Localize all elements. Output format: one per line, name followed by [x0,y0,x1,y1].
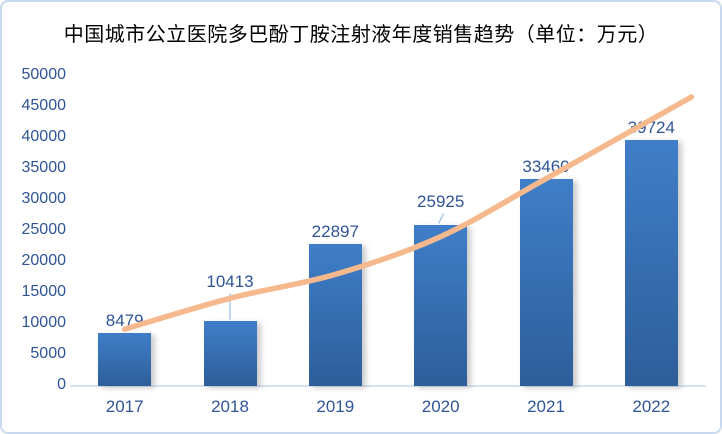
bar-2017[interactable] [98,333,152,386]
x-axis-label-2017: 2017 [105,397,144,416]
data-label-2019: 22897 [311,222,359,241]
y-axis-tick-label: 25000 [21,221,67,238]
x-axis-line [70,385,706,387]
y-axis-tick-label: 45000 [21,97,67,114]
label-leader-line [437,212,445,224]
y-axis-tick-label: 40000 [21,128,67,145]
bar-2022[interactable] [624,139,678,386]
data-label-2018: 10413 [206,272,254,292]
x-axis-label-2022: 2022 [632,397,671,416]
y-axis-tick-label: 35000 [21,159,67,176]
y-axis-tick-label: 30000 [21,190,67,207]
y-axis-tick-label: 0 [57,376,66,393]
x-axis-label-2018: 2018 [211,397,249,416]
y-axis-tick-label: 15000 [21,283,67,300]
bar-2020[interactable] [414,225,468,386]
bar-2018[interactable] [203,321,257,386]
data-label-2021: 33460 [522,156,570,176]
data-label-2020: 25925 [417,192,465,212]
y-axis-tick-label: 20000 [21,252,67,269]
y-axis-tick-label: 5000 [30,345,66,362]
bar-2019[interactable] [308,244,362,386]
y-axis-tick-label: 50000 [21,66,67,83]
x-axis-label-2020: 2020 [421,397,460,416]
bar-2021[interactable] [519,178,573,386]
data-label-2022: 39724 [627,117,675,137]
chart-title: 中国城市公立医院多巴酚丁胺注射液年度销售趋势（单位：万元） [63,24,659,46]
data-label-2017: 8479 [105,311,144,331]
y-axis-tick-label: 10000 [21,314,67,331]
x-axis-label-2019: 2019 [316,397,355,416]
x-axis-label-2021: 2021 [527,397,565,416]
